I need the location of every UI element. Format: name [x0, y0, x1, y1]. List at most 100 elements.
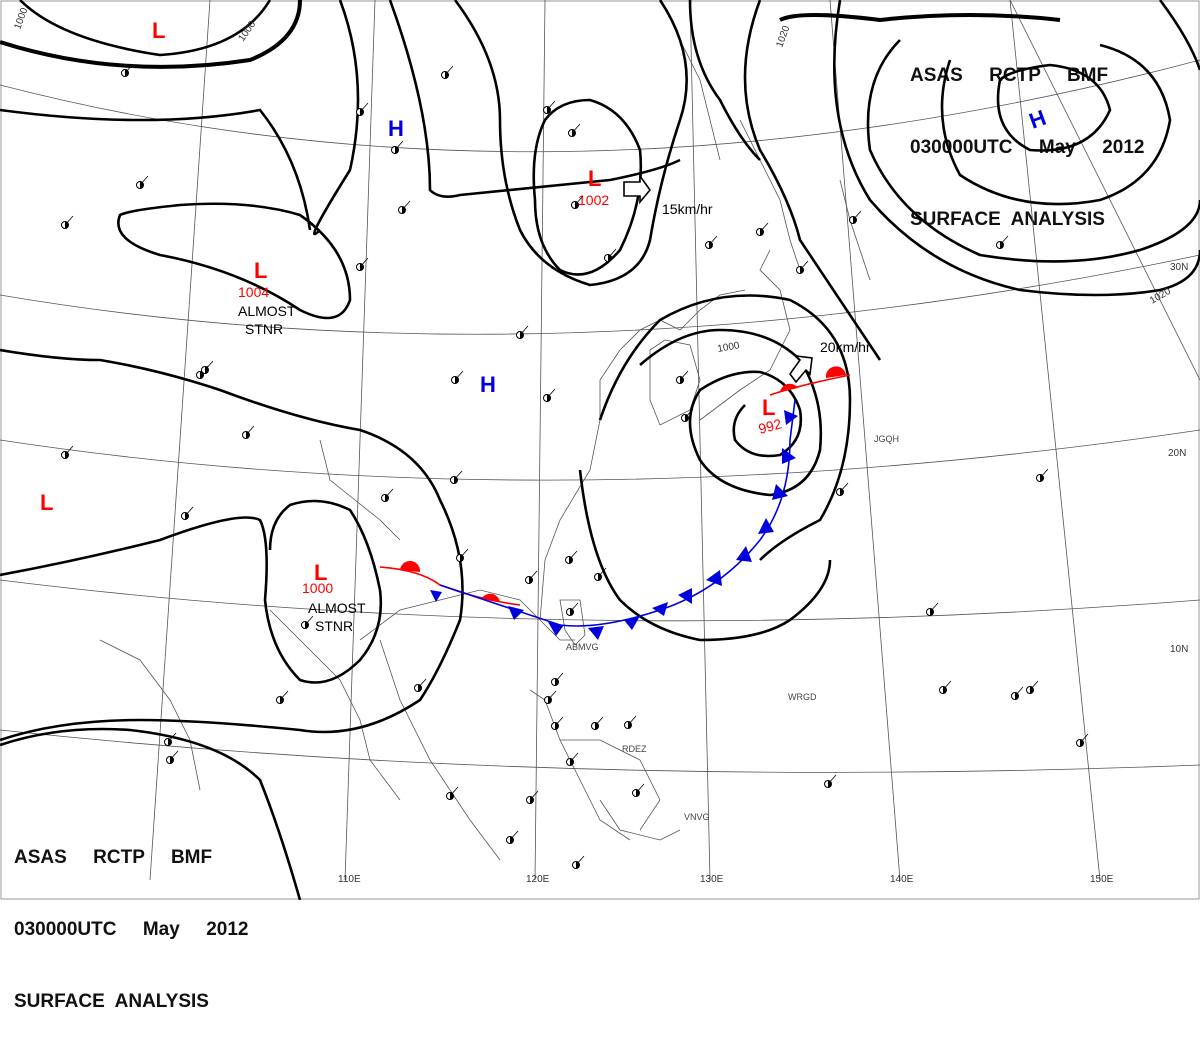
- isobar: [0, 108, 312, 231]
- station-id: JGQH: [874, 434, 899, 444]
- weather-map: 110E 120E 130E 140E 150E 30N 20N 10N: [0, 0, 1200, 900]
- station-wind-barb: [139, 175, 149, 186]
- note-line: STNR: [315, 618, 353, 634]
- station-cloud-cover: [205, 366, 209, 374]
- station-wind-barb: [304, 615, 314, 626]
- station-cloud-cover: [680, 376, 684, 384]
- header-time-line: 030000UTC May 2012: [910, 137, 1145, 158]
- station-cloud-cover: [140, 181, 144, 189]
- motion-arrows: [623, 173, 813, 384]
- isobar: [0, 499, 383, 684]
- station-cloud-cover: [1080, 739, 1084, 747]
- cold-front-marker: [430, 590, 442, 602]
- station-cloud-cover: [529, 576, 533, 584]
- low-symbol: L: [254, 258, 267, 283]
- isobar: [388, 0, 681, 198]
- lon-label-120e: 120E: [526, 874, 550, 885]
- station-wind-barb: [1039, 468, 1049, 479]
- cold-front-marker: [784, 410, 798, 425]
- station-wind-barb: [546, 100, 556, 111]
- station-cloud-cover: [840, 488, 844, 496]
- station-wind-barb: [574, 195, 584, 206]
- station-cloud-cover: [170, 756, 174, 764]
- isobar: [0, 0, 302, 69]
- lon-label-150e: 150E: [1090, 874, 1114, 885]
- station-cloud-cover: [445, 71, 449, 79]
- station-wind-barb: [279, 690, 289, 701]
- isobar: [532, 98, 643, 276]
- station-wind-barb: [359, 257, 369, 268]
- header-product-line: SURFACE ANALYSIS: [14, 991, 209, 1012]
- station-cloud-cover: [760, 228, 764, 236]
- station-wind-barb: [571, 123, 581, 134]
- station-wind-barb: [64, 215, 74, 226]
- cold-front-marker: [548, 622, 564, 636]
- station-wind-barb: [575, 855, 585, 866]
- isobar: [940, 43, 1172, 206]
- isobar: [453, 0, 688, 287]
- lon-label-130e: 130E: [700, 874, 724, 885]
- station-cloud-cover: [570, 608, 574, 616]
- isobar: [19, 0, 272, 57]
- station-id: WRGD: [788, 692, 817, 702]
- station-id: VNVG: [684, 812, 710, 822]
- cold-front-marker: [758, 518, 774, 534]
- station-wind-barb: [799, 260, 809, 271]
- station-wind-barb: [684, 408, 694, 419]
- station-cloud-cover: [685, 414, 689, 422]
- station-markers: [61, 63, 1089, 869]
- low-symbol: L: [152, 18, 165, 43]
- station-wind-barb: [204, 360, 214, 371]
- header-time-line: 030000UTC May 2012: [14, 919, 249, 940]
- cold-front-marker: [782, 448, 796, 464]
- isobar: [1158, 0, 1200, 71]
- lon-label-140e: 140E: [890, 874, 914, 885]
- station-wind-barb: [1079, 733, 1089, 744]
- warm-front-marker: [482, 593, 500, 602]
- cold-front-marker: [652, 602, 668, 616]
- cold-front-line: [439, 399, 796, 627]
- cold-front-marker: [678, 588, 692, 604]
- station-wind-barb: [547, 690, 557, 701]
- coastlines: [99, 39, 871, 861]
- station-cloud-cover: [800, 266, 804, 274]
- header-product-line: SURFACE ANALYSIS: [910, 209, 1105, 230]
- station-cloud-cover: [125, 69, 129, 77]
- station-id: ABMVG: [566, 642, 599, 652]
- longitude-labels: 110E 120E 130E 140E 150E: [338, 874, 1114, 885]
- station-wind-barb: [594, 716, 604, 727]
- station-wind-barb: [454, 370, 464, 381]
- graticule: [0, 0, 1200, 881]
- station-wind-barb: [679, 370, 689, 381]
- station-cloud-cover: [402, 206, 406, 214]
- station-wind-barb: [999, 235, 1009, 246]
- station-cloud-cover: [1040, 474, 1044, 482]
- station-wind-barb: [546, 388, 556, 399]
- station-cloud-cover: [555, 678, 559, 686]
- low-pressure-value: 1004: [238, 284, 269, 300]
- station-cloud-cover: [385, 494, 389, 502]
- lon-label-110e: 110E: [338, 874, 361, 885]
- station-cloud-cover: [65, 221, 69, 229]
- station-wind-barb: [384, 488, 394, 499]
- header-agency-line: ASAS RCTP BMF: [14, 847, 213, 868]
- lat-label-10n: 10N: [1170, 644, 1188, 655]
- station-cloud-cover: [636, 789, 640, 797]
- isobar: [312, 0, 360, 236]
- station-cloud-cover: [547, 394, 551, 402]
- station-wind-barb: [449, 786, 459, 797]
- station-cloud-cover: [575, 201, 579, 209]
- stationary-note: ALMOST STNR: [238, 303, 299, 337]
- station-wind-barb: [394, 140, 404, 151]
- station-wind-barb: [1029, 680, 1039, 691]
- station-cloud-cover: [305, 621, 309, 629]
- station-cloud-cover: [555, 722, 559, 730]
- pressure-centers: L L 1002 L 1004 ALMOST STNR L L 1000 ALM…: [40, 18, 1049, 634]
- chart-header-top: ASAS RCTP BMF 030000UTC May 2012 SURFACE…: [910, 16, 1144, 256]
- isobar: [996, 63, 1112, 152]
- station-wind-barb: [401, 200, 411, 211]
- station-cloud-cover: [1000, 241, 1004, 249]
- station-cloud-cover: [709, 241, 713, 249]
- station-wind-barb: [417, 678, 427, 689]
- isobar: [0, 348, 464, 742]
